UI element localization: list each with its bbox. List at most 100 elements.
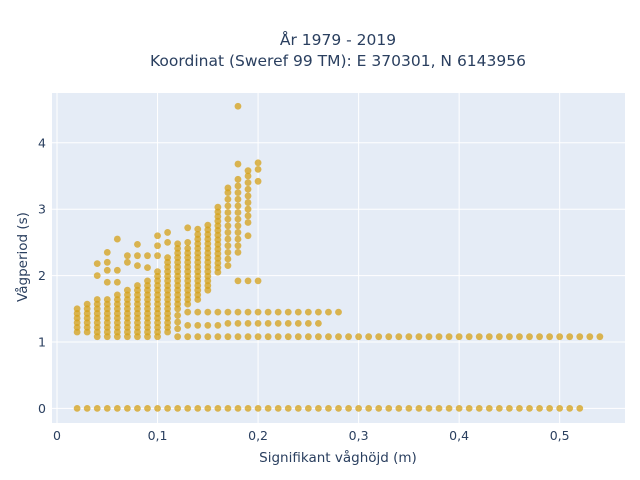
data-point xyxy=(234,202,242,210)
data-point xyxy=(113,314,121,322)
data-point xyxy=(123,258,131,266)
y-axis-label: Vågperiod (s) xyxy=(14,212,31,302)
data-point xyxy=(184,277,192,285)
data-point xyxy=(103,319,111,327)
data-point xyxy=(83,314,91,322)
data-point xyxy=(214,213,222,220)
data-point xyxy=(314,333,322,341)
data-point xyxy=(345,404,352,412)
data-point xyxy=(224,209,232,216)
data-point xyxy=(164,268,172,276)
data-point xyxy=(134,262,141,270)
data-point xyxy=(365,333,373,341)
data-point xyxy=(113,291,121,299)
data-point xyxy=(93,305,101,313)
data-point xyxy=(485,333,493,341)
data-point xyxy=(244,232,252,240)
data-point xyxy=(526,333,533,341)
data-point xyxy=(244,172,252,180)
data-point xyxy=(244,320,252,327)
data-point xyxy=(154,252,161,260)
data-point xyxy=(93,333,101,341)
data-point xyxy=(164,319,172,327)
data-point xyxy=(335,404,342,412)
data-point xyxy=(154,242,161,250)
data-point xyxy=(123,305,131,313)
data-point xyxy=(284,333,292,341)
data-point xyxy=(224,308,232,316)
data-point xyxy=(184,321,192,329)
data-point xyxy=(234,175,242,183)
data-point xyxy=(134,404,141,412)
data-point xyxy=(73,328,81,336)
data-point xyxy=(516,404,523,412)
data-point xyxy=(144,264,151,272)
data-point xyxy=(194,272,202,280)
data-point xyxy=(73,323,81,331)
data-point xyxy=(154,286,161,294)
data-point xyxy=(204,226,212,234)
data-point xyxy=(214,333,222,341)
data-point xyxy=(264,404,272,412)
data-point xyxy=(93,300,101,308)
data-point xyxy=(113,296,121,303)
data-point xyxy=(274,333,282,341)
data-point xyxy=(103,310,111,317)
data-point xyxy=(164,272,172,280)
data-point xyxy=(113,310,121,317)
data-point xyxy=(174,277,182,285)
data-point xyxy=(274,308,282,316)
data-point xyxy=(113,404,121,412)
data-point xyxy=(325,333,332,341)
data-point xyxy=(194,254,202,262)
data-point xyxy=(415,404,423,412)
data-point xyxy=(214,245,222,253)
data-point xyxy=(244,404,252,412)
data-point xyxy=(234,182,242,190)
data-point xyxy=(164,305,172,313)
data-point xyxy=(254,165,262,173)
data-point xyxy=(194,277,202,285)
data-point xyxy=(325,308,332,316)
y-tick-label: 0 xyxy=(38,401,46,416)
data-point xyxy=(204,240,212,248)
data-point xyxy=(164,238,172,246)
data-point xyxy=(154,333,161,341)
data-point xyxy=(505,333,513,341)
data-point xyxy=(385,333,393,341)
data-point xyxy=(234,222,242,230)
data-point xyxy=(123,404,131,412)
data-point xyxy=(214,321,222,329)
data-point xyxy=(304,333,312,341)
data-point xyxy=(144,328,151,336)
data-point xyxy=(335,333,342,341)
data-point xyxy=(93,260,101,268)
data-point xyxy=(586,333,594,341)
data-point xyxy=(314,404,322,412)
data-point xyxy=(174,333,182,341)
data-point xyxy=(556,333,564,341)
data-point xyxy=(164,296,172,303)
data-point xyxy=(123,314,131,322)
data-point xyxy=(204,258,212,266)
data-point xyxy=(204,244,212,252)
data-point xyxy=(224,184,232,192)
data-point xyxy=(556,404,564,412)
data-point xyxy=(134,286,141,294)
data-point xyxy=(204,249,212,257)
data-point xyxy=(395,333,403,341)
data-point xyxy=(244,308,252,316)
data-point xyxy=(154,296,161,303)
data-point xyxy=(134,240,141,248)
data-point xyxy=(314,320,322,327)
data-point xyxy=(174,325,182,333)
data-point xyxy=(284,320,292,327)
data-point xyxy=(164,254,172,262)
data-point xyxy=(224,333,232,341)
data-point xyxy=(123,328,131,336)
data-point xyxy=(134,333,141,341)
data-point xyxy=(435,404,443,412)
data-point xyxy=(204,221,212,229)
data-point xyxy=(214,404,222,412)
